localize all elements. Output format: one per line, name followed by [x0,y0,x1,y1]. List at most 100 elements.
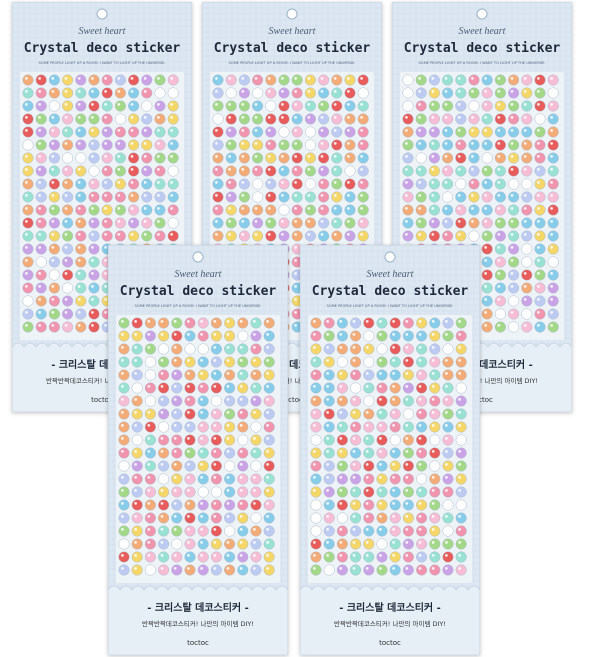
sticker-dot [428,87,440,99]
dot-shine [365,528,369,531]
dot-shine [157,90,160,93]
dot-shine [130,129,134,132]
dot-shine [134,411,137,414]
sticker-dot [237,564,249,576]
dot-shine [431,194,435,197]
sticker-dot [402,382,414,394]
sticker-dot [171,330,183,342]
sticker-dot [508,321,520,333]
sticker-dot [252,87,264,99]
sticker-dot [167,191,179,203]
dot-shine [121,346,124,349]
dot-shine [143,142,147,145]
subtitle: SOME PEOPLE LIGHT UP A ROOM. I WANT TO L… [38,61,165,65]
dot-shine [104,233,107,236]
dot-shine [213,320,217,323]
dot-shine [457,77,461,80]
dot-shine [200,515,203,518]
dot-shine [537,129,540,132]
dot-shine [253,476,256,479]
dot-shine [352,359,356,362]
sticker-dot [402,434,414,446]
dot-shine [365,424,369,427]
dot-shine [147,450,151,453]
dot-shine [444,116,448,119]
sticker-dot [318,191,330,203]
dot-shine [254,207,258,210]
dot-shine [253,502,256,505]
sticker-dot [128,230,140,242]
dot-shine [405,398,409,401]
sticker-dot [534,113,546,125]
sticker-dot [263,408,275,420]
sticker-dot [252,126,264,138]
dot-shine [444,168,448,171]
dot-shine [77,207,81,210]
sticker-dot [75,178,87,190]
sticker-dot [114,217,126,229]
dot-shine [523,142,527,145]
dot-shine [170,194,174,197]
sticker-dot [402,343,414,355]
dot-shine [550,285,553,288]
dot-shine [160,463,164,466]
sticker-dot [310,330,322,342]
sticker-dot [363,356,375,368]
dot-shine [352,528,356,531]
dot-shine [77,272,81,275]
sticker-dot [210,551,222,563]
dot-shine [173,554,177,557]
dot-shine [281,207,284,210]
dot-shine [173,398,177,401]
dot-shine [379,333,382,336]
sticker-dot [442,447,454,459]
dot-shine [320,155,324,158]
sticker-dot [363,473,375,485]
dot-shine [143,220,147,223]
dot-shine [134,541,137,544]
sticker-dot [547,74,559,86]
dot-shine [281,155,284,158]
sticker-dot [88,295,100,307]
sticker-dot [252,139,264,151]
sticker-dot [415,165,427,177]
dot-shine [38,324,41,327]
dot-shine [267,168,271,171]
sticker-dot [225,139,237,151]
sticker-dot [323,525,335,537]
sticker-dot [442,486,454,498]
sticker-dot [534,87,546,99]
dot-shine [143,103,147,106]
sticker-dot [428,230,440,242]
sticker-dot [534,269,546,281]
dot-shine [187,515,190,518]
sticker-dot [508,204,520,216]
sticker-dot [75,113,87,125]
sticker-dot [350,551,362,563]
sticker-dot [376,408,388,420]
sticker-dot [48,295,60,307]
sticker-dot [224,499,236,511]
sticker-dot [210,486,222,498]
dot-shine [431,385,435,388]
sticker-dot [521,295,533,307]
dot-shine [77,155,81,158]
sticker-dot [154,100,166,112]
dot-shine [484,155,487,158]
dot-shine [147,372,151,375]
sticker-dot [402,100,414,112]
dot-shine [339,502,343,505]
sticker-dot [197,447,209,459]
sticker-dot [62,230,74,242]
dot-shine [25,220,28,223]
sticker-dot [323,512,335,524]
dot-shine [445,320,448,323]
sticker-dot [75,139,87,151]
dot-shine [405,207,408,210]
dot-shine [320,168,324,171]
sticker-dot [455,473,467,485]
dot-shine [38,233,41,236]
sticker-dot [210,499,222,511]
dot-shine [187,424,190,427]
sticker-dot [250,369,262,381]
